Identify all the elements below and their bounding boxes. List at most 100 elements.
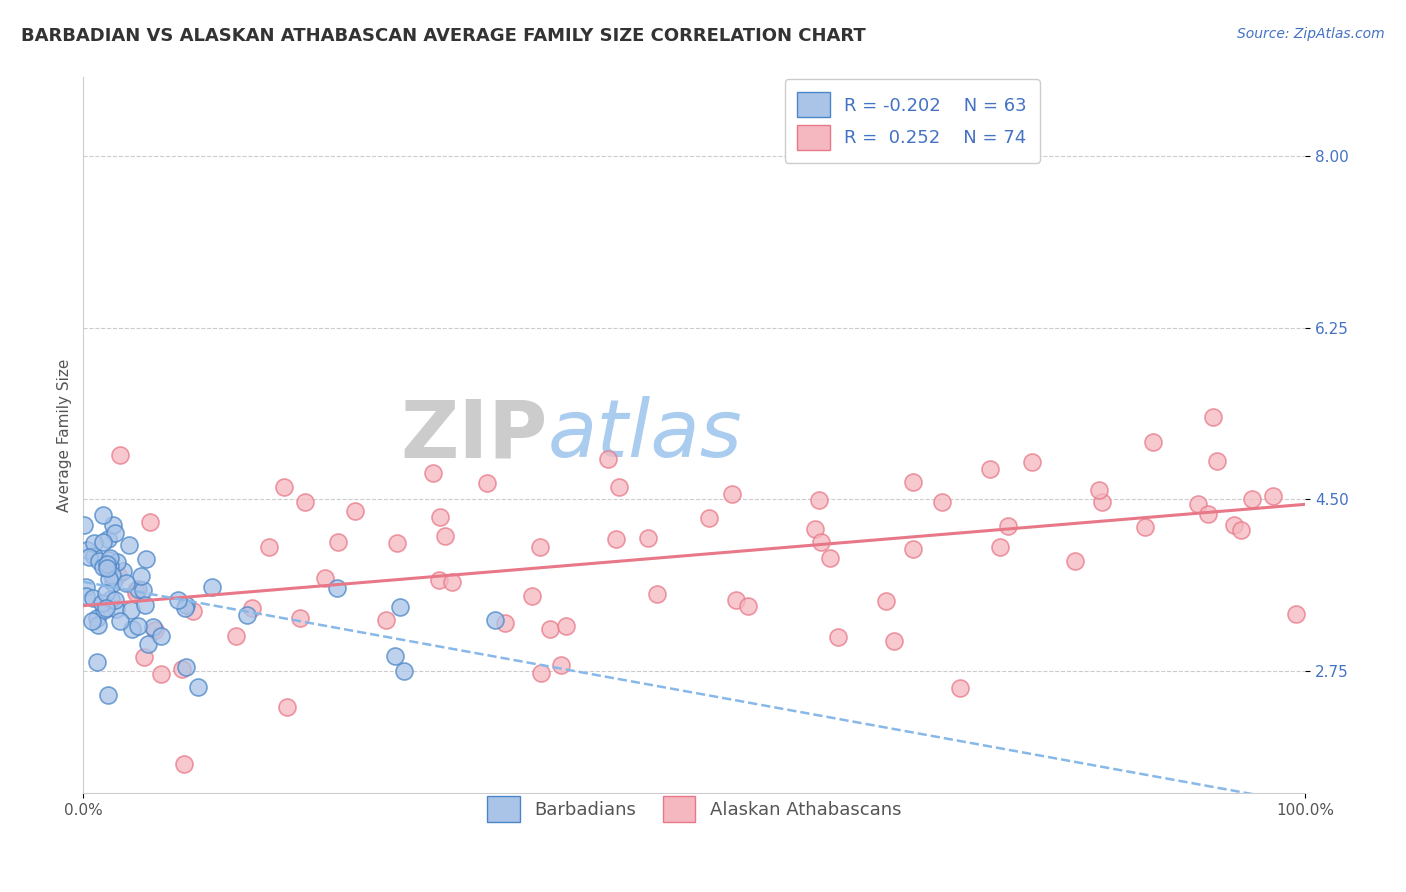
Point <box>107 568 129 582</box>
Point <box>325 581 347 595</box>
Point <box>100 592 122 607</box>
Point <box>737 599 759 613</box>
Point <box>90 596 112 610</box>
Point <box>134 598 156 612</box>
Point <box>1201 409 1223 424</box>
Point <box>139 515 162 529</box>
Point <box>181 604 204 618</box>
Point <box>1285 607 1308 622</box>
Point <box>118 538 141 552</box>
Point <box>538 622 561 636</box>
Point <box>720 486 742 500</box>
Point <box>73 518 96 533</box>
Point <box>276 700 298 714</box>
Point <box>725 592 748 607</box>
Point <box>120 603 142 617</box>
Point <box>1133 520 1156 534</box>
Point <box>901 475 924 489</box>
Legend: Barbadians, Alaskan Athabascans: Barbadians, Alaskan Athabascans <box>474 783 914 834</box>
Point <box>883 634 905 648</box>
Point <box>150 630 173 644</box>
Point <box>427 573 450 587</box>
Point <box>97 688 120 702</box>
Point <box>80 614 103 628</box>
Point <box>170 662 193 676</box>
Point <box>167 593 190 607</box>
Text: BARBADIAN VS ALASKAN ATHABASCAN AVERAGE FAMILY SIZE CORRELATION CHART: BARBADIAN VS ALASKAN ATHABASCAN AVERAGE … <box>21 27 866 45</box>
Point <box>375 613 398 627</box>
Point <box>388 599 411 614</box>
Point <box>105 555 128 569</box>
Point <box>225 629 247 643</box>
Point <box>150 667 173 681</box>
Point <box>98 553 121 567</box>
Point <box>394 664 416 678</box>
Point <box>143 623 166 637</box>
Point <box>98 572 121 586</box>
Point <box>1187 496 1209 510</box>
Point <box>121 622 143 636</box>
Point <box>86 655 108 669</box>
Point <box>87 618 110 632</box>
Point <box>294 495 316 509</box>
Point <box>433 529 456 543</box>
Point <box>93 603 115 617</box>
Point <box>522 589 544 603</box>
Point <box>135 552 157 566</box>
Point <box>697 511 720 525</box>
Point <box>314 571 336 585</box>
Point <box>1263 489 1285 503</box>
Point <box>1091 495 1114 509</box>
Point <box>98 558 121 573</box>
Point <box>187 680 209 694</box>
Point <box>91 535 114 549</box>
Point <box>1240 491 1263 506</box>
Point <box>110 448 132 462</box>
Point <box>477 475 499 490</box>
Point <box>240 600 263 615</box>
Point <box>645 587 668 601</box>
Point <box>79 549 101 564</box>
Point <box>98 550 121 565</box>
Point <box>131 583 153 598</box>
Point <box>94 586 117 600</box>
Point <box>111 564 134 578</box>
Point <box>91 560 114 574</box>
Point <box>104 525 127 540</box>
Point <box>200 581 222 595</box>
Point <box>127 619 149 633</box>
Point <box>173 756 195 771</box>
Point <box>105 601 128 615</box>
Point <box>803 522 825 536</box>
Point <box>441 575 464 590</box>
Point <box>901 542 924 557</box>
Point <box>554 619 576 633</box>
Point <box>385 535 408 549</box>
Point <box>288 611 311 625</box>
Text: atlas: atlas <box>547 396 742 475</box>
Point <box>1223 518 1246 533</box>
Point <box>91 508 114 522</box>
Point <box>104 593 127 607</box>
Text: Source: ZipAtlas.com: Source: ZipAtlas.com <box>1237 27 1385 41</box>
Point <box>529 540 551 554</box>
Point <box>76 580 98 594</box>
Point <box>174 599 197 613</box>
Point <box>124 583 146 598</box>
Point <box>484 613 506 627</box>
Point <box>97 532 120 546</box>
Point <box>494 616 516 631</box>
Point <box>1142 434 1164 449</box>
Point <box>827 631 849 645</box>
Point <box>134 649 156 664</box>
Point <box>997 519 1019 533</box>
Point <box>174 660 197 674</box>
Point <box>598 451 620 466</box>
Point <box>807 493 830 508</box>
Point <box>1197 508 1219 522</box>
Point <box>607 480 630 494</box>
Point <box>127 582 149 596</box>
Text: ZIP: ZIP <box>401 396 547 475</box>
Point <box>328 535 350 549</box>
Point <box>988 540 1011 554</box>
